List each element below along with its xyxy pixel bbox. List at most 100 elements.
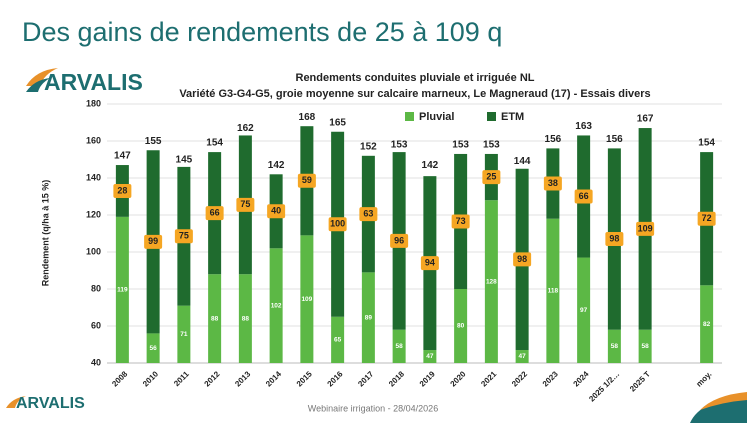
value-label: 47 — [426, 353, 434, 360]
slide-title: Des gains de rendements de 25 à 109 q — [22, 17, 502, 47]
x-tick-label: 2025 T — [628, 369, 652, 393]
value-label: 47 — [519, 353, 527, 360]
bar-segment — [146, 333, 160, 363]
value-label-box — [574, 189, 593, 204]
logo-swoosh — [26, 68, 58, 86]
value-label-box — [267, 204, 286, 219]
total-label: 153 — [452, 140, 469, 151]
x-tick-label: 2024 — [572, 369, 591, 388]
total-label: 167 — [637, 114, 654, 125]
value-label: 98 — [517, 254, 527, 264]
bar-segment — [577, 257, 591, 363]
value-label: 98 — [609, 233, 619, 243]
total-label: 153 — [483, 140, 500, 151]
bar-segment — [515, 350, 529, 363]
total-label: 142 — [268, 160, 285, 171]
total-label: 154 — [698, 138, 715, 149]
corner-shape — [690, 395, 747, 423]
x-tick-label: 2014 — [264, 369, 283, 388]
chart-title: Rendements conduites pluviale et irrigué… — [296, 72, 535, 84]
x-tick-label: 2013 — [233, 369, 252, 388]
value-label: 75 — [179, 231, 189, 241]
x-tick-label: 2011 — [172, 369, 191, 388]
value-label-box — [513, 252, 532, 267]
x-tick-label: 2012 — [203, 369, 222, 388]
total-label: 144 — [514, 156, 531, 167]
value-label: 96 — [394, 235, 404, 245]
bar-segment — [300, 235, 314, 363]
value-label: 28 — [117, 185, 127, 195]
y-tick-label: 140 — [86, 172, 101, 182]
bar-segment — [115, 216, 129, 363]
value-label-box — [697, 211, 716, 226]
logo-swoosh — [6, 396, 26, 408]
total-label: 155 — [145, 136, 162, 147]
value-label: 88 — [242, 315, 250, 322]
value-label: 89 — [365, 314, 373, 321]
value-label-box — [482, 170, 501, 185]
bar-segment — [269, 248, 283, 363]
logo-swoosh — [26, 78, 50, 92]
x-tick-label: 2016 — [326, 369, 345, 388]
value-label: 73 — [456, 216, 466, 226]
value-label: 72 — [702, 213, 712, 223]
legend-label: ETM — [501, 111, 524, 123]
y-tick-label: 160 — [86, 135, 101, 145]
value-label: 128 — [486, 278, 497, 285]
value-label: 97 — [580, 307, 588, 314]
footer: Webinaire irrigation - 28/04/2026 — [308, 403, 438, 413]
value-label: 58 — [611, 343, 619, 350]
value-label-box — [636, 221, 655, 236]
bar-segment — [484, 200, 498, 363]
bar-segment — [177, 305, 191, 363]
value-label: 88 — [211, 315, 219, 322]
legend-swatch — [487, 112, 496, 121]
value-label: 56 — [150, 345, 158, 352]
x-tick-label: 2025 1/2… — [587, 370, 621, 404]
x-tick-label: 2008 — [110, 369, 129, 388]
value-label-box — [174, 229, 193, 244]
legend-label: Pluvial — [419, 111, 454, 123]
value-label: 58 — [396, 343, 404, 350]
value-label-box — [359, 207, 378, 222]
bar-segment — [392, 329, 406, 363]
y-tick-label: 40 — [91, 357, 101, 367]
value-label: 66 — [579, 191, 589, 201]
value-label: 109 — [301, 296, 312, 303]
x-tick-label: 2021 — [479, 369, 498, 388]
value-label: 38 — [548, 178, 558, 188]
bar-segment — [700, 285, 714, 363]
total-label: 147 — [114, 151, 131, 162]
value-label: 66 — [210, 208, 220, 218]
bar-segment — [238, 274, 252, 363]
x-tick-label: 2010 — [141, 369, 160, 388]
y-tick-label: 60 — [91, 320, 101, 330]
value-label: 58 — [642, 343, 650, 350]
value-label: 59 — [302, 175, 312, 185]
corner-shape — [700, 392, 747, 410]
logo-top: ARVALIS — [26, 68, 143, 95]
bar-segment — [454, 289, 468, 363]
bar-segment — [331, 316, 345, 363]
value-label-box — [328, 217, 347, 232]
value-label: 100 — [330, 219, 345, 229]
bar-segment — [546, 218, 560, 363]
total-label: 154 — [206, 138, 223, 149]
x-tick-label: 2022 — [510, 369, 529, 388]
value-label-box — [113, 183, 132, 198]
value-label: 40 — [271, 206, 281, 216]
y-axis-label: Rendement (q/ha à 15 %) — [40, 180, 50, 287]
total-label: 142 — [422, 160, 439, 171]
total-label: 163 — [575, 121, 592, 132]
value-label: 109 — [638, 223, 653, 233]
value-label: 119 — [117, 287, 128, 294]
value-label-box — [297, 173, 316, 188]
x-tick-label: 2018 — [387, 369, 406, 388]
value-label: 99 — [148, 236, 158, 246]
bar-segment — [638, 329, 652, 363]
value-label: 75 — [240, 199, 250, 209]
value-label-box — [144, 234, 163, 249]
value-label-box — [543, 176, 562, 191]
y-tick-label: 120 — [86, 209, 101, 219]
